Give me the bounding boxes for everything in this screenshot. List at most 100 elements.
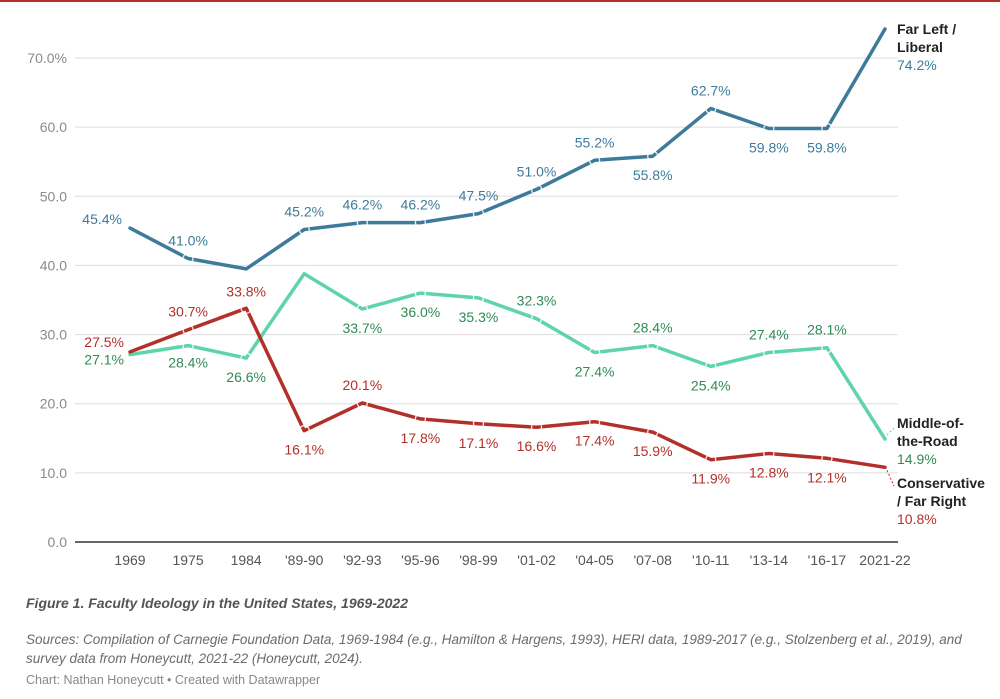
data-point-marker: [763, 447, 775, 460]
data-point-marker: [356, 397, 368, 409]
data-point-marker: [472, 292, 485, 304]
series-name-conservative: / Far Right: [897, 493, 967, 509]
data-label-middle: 28.4%: [168, 355, 208, 371]
label-layer: 45.4% 41.0% 45.2% 46.2% 46.2% 47.5% 51.0% 55.2%…: [82, 21, 985, 527]
data-label-conservative: 16.1%: [284, 442, 324, 458]
series-end-value-conservative: 10.8%: [897, 511, 937, 527]
data-point-marker: [530, 313, 543, 325]
data-label-liberal: 55.2%: [575, 134, 615, 150]
data-label-liberal: 46.2%: [401, 197, 441, 213]
series-layer: [128, 27, 887, 470]
data-label-conservative: 17.1%: [459, 435, 499, 451]
data-label-middle: 27.4%: [575, 364, 615, 380]
line-chart: 0.0 10.0 20.0 30.0 40.0 50.0 60.0 70.0% 1969 1975…: [27, 21, 985, 568]
y-tick-label: 60.0: [40, 119, 67, 135]
series-line-liberal: [128, 27, 887, 271]
leader-line-conservative: [886, 470, 895, 487]
data-label-middle: 33.7%: [342, 320, 382, 336]
x-tick-label: '07-08: [633, 552, 672, 568]
data-label-conservative: 17.4%: [575, 433, 615, 449]
data-point-marker: [472, 418, 485, 430]
data-label-liberal: 51.0%: [517, 163, 557, 179]
data-point-marker: [588, 154, 601, 166]
data-label-liberal: 41.0%: [168, 233, 208, 249]
data-point-marker: [240, 352, 252, 364]
y-tick-label: 50.0: [40, 188, 67, 204]
x-tick-label: '13-14: [750, 552, 789, 568]
leader-line-middle: [886, 427, 895, 436]
series-line-conservative: [128, 306, 887, 470]
data-label-liberal: 59.8%: [807, 140, 847, 156]
data-point-marker: [821, 122, 833, 135]
grid-layer: 0.0 10.0 20.0 30.0 40.0 50.0 60.0 70.0% 1969 1975…: [27, 50, 911, 568]
x-tick-label: '01-02: [517, 552, 556, 568]
data-point-marker: [530, 421, 543, 433]
x-tick-label: 1984: [231, 552, 262, 568]
series-line-middle: [128, 271, 887, 441]
data-point-marker: [647, 426, 659, 438]
chart-credit: Chart: Nathan Honeycutt • Created with D…: [26, 673, 321, 687]
data-label-middle: 27.4%: [749, 327, 789, 343]
data-point-marker: [298, 425, 310, 437]
data-point-marker: [530, 183, 543, 196]
series-name-middle: Middle-of-: [897, 415, 964, 431]
data-point-marker: [356, 303, 368, 315]
data-label-liberal: 46.2%: [342, 197, 382, 213]
data-point-marker: [182, 324, 194, 336]
y-tick-label: 30.0: [40, 327, 67, 343]
data-point-marker: [705, 102, 717, 115]
series-end-value-middle: 14.9%: [897, 451, 937, 467]
data-label-liberal: 45.4%: [82, 211, 122, 227]
data-point-marker: [821, 342, 833, 354]
x-tick-label: '10-11: [692, 552, 730, 568]
data-label-liberal: 47.5%: [459, 188, 499, 204]
series-name-middle: the-Road: [897, 433, 958, 449]
data-label-liberal: 59.8%: [749, 140, 789, 156]
sources-note: Sources: Compilation of Carnegie Foundat…: [26, 632, 962, 666]
data-label-middle: 27.1%: [84, 352, 124, 368]
data-point-marker: [240, 302, 252, 314]
data-label-conservative: 33.8%: [226, 283, 266, 299]
data-label-conservative: 20.1%: [342, 377, 382, 393]
series-end-value-liberal: 74.2%: [897, 57, 937, 73]
data-point-marker: [705, 454, 717, 466]
series-name-conservative: Conservative: [897, 475, 985, 491]
x-tick-label: '89-90: [285, 552, 324, 568]
data-label-conservative: 27.5%: [84, 334, 124, 350]
y-tick-label: 40.0: [40, 257, 67, 273]
data-label-middle: 25.4%: [691, 377, 731, 393]
data-label-middle: 36.0%: [401, 304, 441, 320]
top-accent-line: [0, 0, 1000, 2]
x-tick-label: '04-05: [575, 552, 614, 568]
x-tick-label: 2021-22: [859, 552, 911, 568]
data-point-marker: [647, 150, 659, 162]
data-point-marker: [414, 413, 427, 425]
data-label-middle: 35.3%: [459, 309, 499, 325]
data-point-marker: [647, 339, 659, 352]
x-tick-label: '16-17: [808, 552, 847, 568]
data-point-marker: [414, 216, 427, 229]
data-label-conservative: 15.9%: [633, 443, 673, 459]
data-point-marker: [182, 339, 194, 352]
y-tick-label: 20.0: [40, 396, 67, 412]
figure-caption: Figure 1. Faculty Ideology in the United…: [26, 595, 408, 611]
data-label-middle: 28.4%: [633, 320, 673, 336]
data-point-marker: [182, 252, 194, 265]
data-point-marker: [588, 416, 601, 428]
x-tick-label: '95-96: [401, 552, 440, 568]
data-label-liberal: 45.2%: [284, 203, 324, 219]
x-tick-label: 1975: [172, 552, 203, 568]
data-point-marker: [298, 223, 310, 236]
x-tick-label: 1969: [114, 552, 145, 568]
y-tick-label: 0.0: [48, 534, 68, 550]
data-point-marker: [356, 216, 368, 229]
series-name-liberal: Far Left /: [897, 21, 956, 37]
data-label-conservative: 17.8%: [401, 430, 441, 446]
data-label-conservative: 11.9%: [691, 471, 730, 487]
data-point-marker: [705, 360, 717, 373]
y-tick-label: 70.0%: [27, 50, 67, 66]
data-label-middle: 32.3%: [517, 293, 557, 309]
data-label-middle: 28.1%: [807, 322, 847, 338]
data-point-marker: [763, 122, 775, 135]
x-tick-label: '92-93: [343, 552, 382, 568]
